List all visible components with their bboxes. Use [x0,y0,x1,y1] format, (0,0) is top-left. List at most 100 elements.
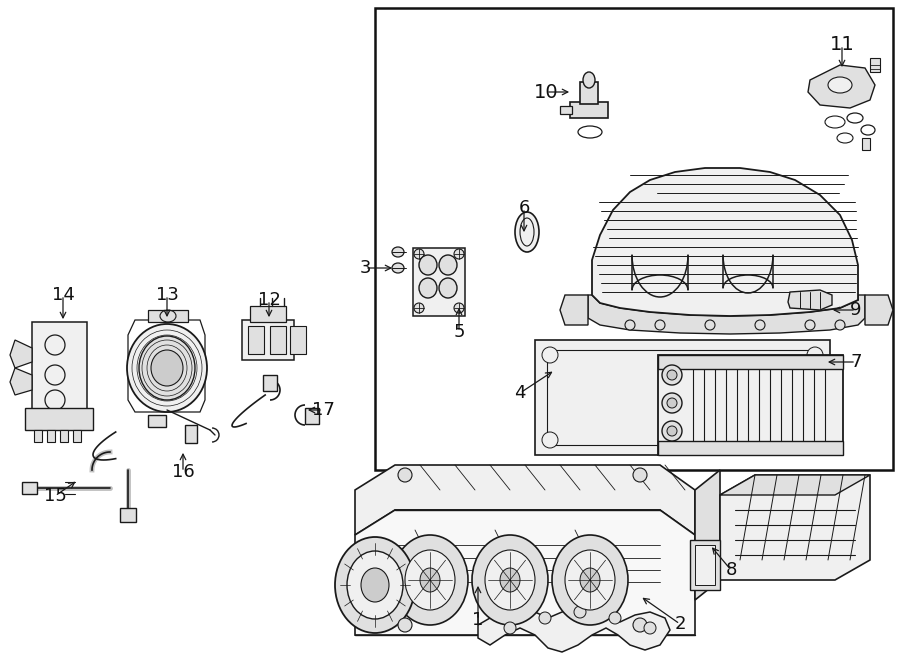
Bar [148,415,166,427]
Bar [270,326,286,354]
Ellipse shape [392,263,404,273]
Ellipse shape [361,568,389,602]
Ellipse shape [515,212,539,252]
Text: 5: 5 [454,323,464,341]
Bar [658,441,843,455]
Text: 6: 6 [518,199,530,217]
Text: 3: 3 [359,259,371,277]
Ellipse shape [807,432,823,448]
Polygon shape [720,475,870,580]
Ellipse shape [583,72,595,88]
Bar [290,326,306,354]
Bar [658,355,843,455]
Text: 16: 16 [172,463,194,481]
Ellipse shape [625,320,635,330]
Ellipse shape [667,370,677,380]
Ellipse shape [500,568,520,592]
Bar [547,350,818,445]
Ellipse shape [705,320,715,330]
Ellipse shape [807,347,823,363]
Bar [32,322,87,410]
Ellipse shape [414,303,424,313]
Ellipse shape [414,249,424,259]
Ellipse shape [347,551,403,619]
Text: 13: 13 [156,286,178,304]
Ellipse shape [392,535,468,625]
Ellipse shape [472,535,548,625]
Polygon shape [355,465,695,535]
Ellipse shape [454,303,464,313]
Ellipse shape [454,249,464,259]
Bar [25,408,93,430]
Ellipse shape [828,77,852,93]
Bar [120,508,136,522]
Ellipse shape [633,468,647,482]
Ellipse shape [552,535,628,625]
Ellipse shape [662,393,682,413]
Text: 8: 8 [725,561,737,579]
Bar [305,408,319,424]
Ellipse shape [805,320,815,330]
Ellipse shape [644,622,656,634]
Text: 7: 7 [850,353,862,371]
Ellipse shape [127,324,207,412]
Ellipse shape [398,468,412,482]
Bar [248,326,264,354]
Polygon shape [865,295,893,325]
Bar [22,482,37,494]
Polygon shape [10,368,32,395]
Text: 1: 1 [472,611,483,629]
Ellipse shape [139,336,195,400]
Ellipse shape [439,278,457,298]
Ellipse shape [398,618,412,632]
Bar [34,430,42,442]
Polygon shape [720,475,870,495]
Ellipse shape [609,612,621,624]
Ellipse shape [574,606,586,618]
Ellipse shape [542,432,558,448]
Polygon shape [588,295,865,334]
Polygon shape [808,65,875,108]
Bar [242,320,294,360]
Ellipse shape [667,398,677,408]
Bar [535,340,830,455]
Bar [148,310,188,322]
Ellipse shape [439,255,457,275]
Polygon shape [560,295,588,325]
Polygon shape [788,290,832,310]
Ellipse shape [419,255,437,275]
Bar [570,102,608,118]
Text: 15: 15 [43,487,67,505]
Bar [862,138,870,150]
Text: 14: 14 [51,286,75,304]
Polygon shape [478,608,670,652]
Bar [580,82,598,104]
Polygon shape [592,168,858,316]
Bar [695,545,715,585]
Bar [60,430,68,442]
Bar [73,430,81,442]
Ellipse shape [565,550,615,610]
Bar [870,58,880,72]
Bar [413,248,465,316]
Ellipse shape [420,568,440,592]
Text: 2: 2 [674,615,686,633]
Ellipse shape [633,618,647,632]
Ellipse shape [504,622,516,634]
Bar [375,8,893,470]
Bar [185,425,197,443]
Ellipse shape [539,612,551,624]
Text: 12: 12 [257,291,281,309]
Text: 4: 4 [514,384,526,402]
Polygon shape [355,510,695,635]
Bar [560,106,572,114]
Text: 9: 9 [850,301,862,319]
Ellipse shape [405,550,455,610]
Ellipse shape [419,278,437,298]
Ellipse shape [485,550,535,610]
Ellipse shape [662,365,682,385]
Text: 11: 11 [830,36,854,54]
Ellipse shape [580,568,600,592]
Text: 10: 10 [534,83,558,102]
Ellipse shape [151,350,183,386]
